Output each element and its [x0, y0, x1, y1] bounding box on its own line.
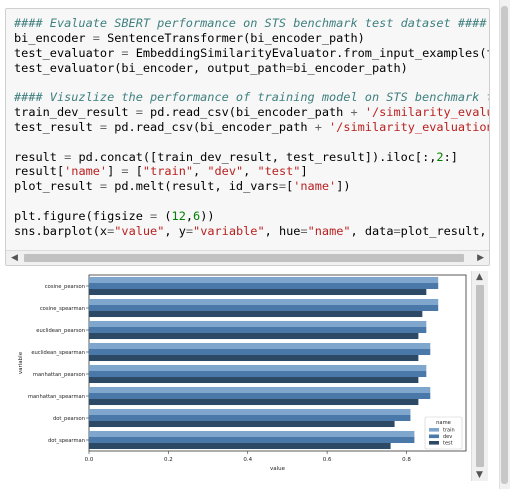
code-line: plt.figure(figsize = (12,6)) [14, 208, 215, 223]
bar-test [89, 377, 419, 384]
code-line: test_evaluator = EmbeddingSimilarityEval… [14, 45, 490, 60]
bar-train [89, 342, 431, 349]
code-line: result = pd.concat([train_dev_result, te… [14, 149, 458, 164]
bar-test [89, 355, 419, 362]
bar-test [89, 311, 423, 318]
scroll-down-arrow-icon[interactable]: ▼ [476, 470, 483, 480]
bar-dev [89, 392, 431, 400]
code-horizontal-scrollbar-thumb[interactable] [24, 254, 464, 262]
bar-train [89, 298, 439, 305]
bar-train [89, 364, 427, 371]
bar-train [89, 386, 431, 393]
y-tick-label: dot_pearson [53, 416, 85, 422]
bar-dev [89, 436, 415, 444]
x-tick-label: 0.8 [402, 457, 411, 463]
output-vertical-scrollbar[interactable]: ▲ ▼ [471, 271, 488, 481]
code-line: test_evaluator(bi_encoder, output_path=b… [14, 60, 408, 75]
bar-dev [89, 414, 411, 422]
x-tick-label: 0.0 [85, 457, 94, 463]
code-line [14, 194, 489, 209]
scroll-left-arrow-icon[interactable]: ◀ [11, 253, 18, 263]
legend-title: name [436, 420, 451, 426]
legend-label-dev: dev [443, 434, 452, 440]
bar-dev [89, 370, 427, 378]
code-line: sns.barplot(x="value", y="variable", hue… [14, 223, 487, 238]
y-tick-label: manhattan_spearman [28, 394, 85, 400]
legend-swatch-test [429, 441, 439, 445]
output-vertical-scrollbar-thumb[interactable] [476, 285, 484, 467]
bar-test [89, 421, 395, 428]
bar-train [89, 408, 411, 415]
y-tick-label: cosine_spearman [40, 306, 85, 312]
page-scrollbar-thumb[interactable] [501, 6, 508, 484]
code-line: result['name'] = ["train", "dev", "test"… [14, 164, 308, 179]
output-area: cosine_pearson cosine_spearman euclidean_p… [5, 271, 488, 483]
code-line: plot_result = pd.melt(result, id_vars=['… [14, 179, 351, 194]
page-scrollbar[interactable] [499, 0, 510, 489]
y-tick-label: manhattan_pearson [33, 372, 85, 378]
bar-test [89, 443, 391, 450]
code-line: bi_encoder = SentenceTransformer(bi_enco… [14, 30, 365, 45]
bar-test [89, 333, 419, 340]
bar-test [89, 399, 419, 406]
scroll-right-arrow-icon[interactable]: ▶ [477, 253, 484, 263]
code-cell[interactable]: #### Evaluate SBERT performance on STS b… [5, 8, 490, 266]
bar-train [89, 430, 415, 437]
bar-dev [89, 348, 431, 356]
y-tick-label: cosine_pearson [45, 284, 85, 290]
bar-train [89, 276, 439, 283]
x-tick-label: 0.2 [164, 457, 173, 463]
x-tick-label: 0.6 [323, 457, 332, 463]
scroll-up-arrow-icon[interactable]: ▲ [476, 272, 483, 282]
legend-swatch-train [429, 428, 439, 432]
bar-test [89, 289, 427, 296]
bar-train [89, 320, 427, 327]
code-line [14, 75, 489, 90]
code-editor[interactable]: #### Evaluate SBERT performance on STS b… [14, 16, 490, 239]
bar-dev [89, 326, 427, 334]
legend-swatch-dev [429, 434, 439, 439]
code-line: train_dev_result = pd.read_csv(bi_encode… [14, 105, 489, 120]
bar-dev [89, 304, 439, 312]
y-tick-label: dot_spearman [48, 438, 85, 444]
bar-dev [89, 282, 439, 290]
y-tick-label: euclidean_pearson [36, 328, 85, 334]
code-horizontal-scrollbar[interactable]: ◀ ▶ [6, 250, 489, 265]
barplot-chart: cosine_pearson cosine_spearman euclidean_p… [18, 274, 467, 472]
y-tick-label: euclidean_spearman [31, 350, 85, 356]
x-tick-label: 0.4 [243, 457, 252, 463]
code-line: test_result = pd.read_csv(bi_encoder_pat… [14, 119, 490, 134]
code-line: #### Evaluate SBERT performance on STS b… [14, 16, 487, 30]
legend-label-test: test [443, 441, 453, 447]
code-line [14, 135, 489, 150]
code-line: #### Visuzlize the performance of traini… [14, 90, 489, 105]
legend-label-train: train [443, 428, 455, 434]
x-axis-label: value [270, 466, 286, 472]
y-axis-label: variable [18, 351, 24, 374]
